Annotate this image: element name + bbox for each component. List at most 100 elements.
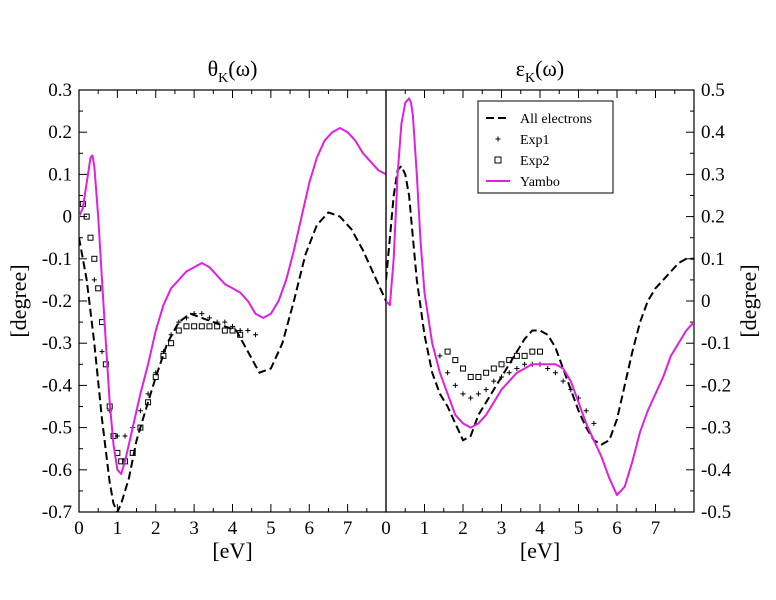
series-line-yambo <box>79 127 386 475</box>
y-tick-label: -0.5 <box>42 418 72 439</box>
exp1-point <box>552 370 558 376</box>
exp2-point <box>191 323 198 330</box>
legend-label: Exp1 <box>520 133 550 148</box>
exp1-point <box>206 315 212 321</box>
exp2-point <box>83 213 90 220</box>
exp1-point <box>545 366 551 372</box>
exp1-point <box>445 370 451 376</box>
x-tick-label: 2 <box>151 518 161 539</box>
exp2-point <box>498 361 505 368</box>
y-tick-label: 0.1 <box>701 249 725 270</box>
exp1-point <box>99 349 105 355</box>
exp1-point <box>137 408 143 414</box>
legend-label: Yambo <box>520 175 560 190</box>
y-tick-label: -0.4 <box>701 460 732 481</box>
y-tick-label: 0 <box>63 207 73 228</box>
y-tick-label: 0.1 <box>48 164 72 185</box>
legend-label: All electrons <box>520 112 592 127</box>
exp2-point <box>198 323 205 330</box>
x-tick-label: 0 <box>381 518 391 539</box>
legend-swatch-exp1 <box>495 136 501 142</box>
exp2-point <box>160 352 167 359</box>
series-line-all-electrons <box>386 165 694 446</box>
exp1-point <box>483 387 489 393</box>
exp1-point <box>183 315 189 321</box>
y-tick-label: -0.5 <box>701 502 731 523</box>
epsilon-k-panel: 0 1 2 3 4 5 6 7 -0.5 -0.4 -0.3 -0.2 -0.1 0 0.1 0.2 0.3 0.… <box>381 56 761 563</box>
exp2-point <box>145 399 152 406</box>
y-tick-label: -0.1 <box>701 333 731 354</box>
exp1-point <box>437 353 443 359</box>
exp1-point <box>475 391 481 397</box>
exp2-point <box>237 331 244 338</box>
x-tick-label: 0 <box>74 518 84 539</box>
legend: All electrons Exp1 Exp2 Yambo <box>477 100 614 194</box>
exp2-point <box>506 357 513 364</box>
exp2-point <box>95 285 102 292</box>
exp2-point <box>444 348 451 355</box>
exp1-point <box>199 311 205 317</box>
x-tick-label: 4 <box>228 518 238 539</box>
y-axis-label: [degree] <box>736 264 761 337</box>
y-tick-label: -0.3 <box>701 418 731 439</box>
x-tick-label: 5 <box>574 518 584 539</box>
x-tick-label: 3 <box>189 518 199 539</box>
x-tick-label: 7 <box>343 518 353 539</box>
exp2-point <box>168 340 175 347</box>
exp2-point <box>513 352 520 359</box>
exp1-point <box>176 319 182 325</box>
exp2-point <box>537 348 543 355</box>
exp2-point <box>206 323 213 330</box>
exp2-point <box>137 424 144 431</box>
exp1-point <box>583 408 589 414</box>
theta-k-panel: 0 1 2 3 4 5 6 7 -0.7 -0.6 -0.5 -0.4 -0.3 -0.2 -0.1 0 0.1… <box>6 56 387 563</box>
y-tick-label: -0.4 <box>42 375 73 396</box>
y-tick-label: -0.1 <box>42 249 72 270</box>
exp1-point <box>499 374 504 380</box>
exp1-point <box>245 328 251 334</box>
series-line-all-electrons <box>79 211 386 512</box>
x-tick-label: 1 <box>113 518 123 539</box>
y-axis-label: [degree] <box>6 264 31 337</box>
y-tick-label: 0.2 <box>701 207 725 228</box>
exp2-point <box>452 357 459 364</box>
exp1-point <box>452 382 458 388</box>
y-tick-label: -0.7 <box>42 502 72 523</box>
x-tick-label: 5 <box>266 518 276 539</box>
exp2-point <box>87 234 94 241</box>
exp2-point <box>221 327 228 334</box>
exp1-point <box>506 370 512 376</box>
legend-label: Exp2 <box>520 154 550 169</box>
x-tick-label: 1 <box>420 518 430 539</box>
exp2-point <box>229 327 236 334</box>
x-axis-label: [eV] <box>520 538 560 563</box>
y-tick-label: 0.5 <box>701 80 725 101</box>
exp2-point <box>475 373 482 380</box>
exp1-point <box>514 366 520 372</box>
panel-title: θK(ω) <box>208 56 258 86</box>
y-tick-label: -0.2 <box>42 291 72 312</box>
y-tick-label: 0 <box>701 291 711 312</box>
exp2-point <box>460 365 466 372</box>
exp1-point <box>191 311 197 317</box>
exp2-point <box>529 348 536 355</box>
y-tick-label: 0.2 <box>48 122 72 143</box>
x-tick-label: 4 <box>535 518 545 539</box>
exp2-point <box>102 361 109 368</box>
exp1-point <box>522 361 528 367</box>
exp1-point <box>560 378 566 384</box>
x-tick-label: 6 <box>612 518 622 539</box>
exp1-point <box>222 319 228 325</box>
exp2-point <box>91 255 98 262</box>
exp2-point <box>175 327 182 334</box>
x-tick-label: 6 <box>305 518 315 539</box>
exp1-point <box>253 332 259 338</box>
y-tick-label: -0.3 <box>42 333 72 354</box>
y-tick-label: 0.3 <box>48 80 72 101</box>
x-tick-label: 2 <box>458 518 468 539</box>
exp2-point <box>483 369 490 376</box>
exp1-point <box>568 387 574 393</box>
legend-swatch-exp2 <box>494 156 502 164</box>
panel-title: εK(ω) <box>516 56 565 86</box>
